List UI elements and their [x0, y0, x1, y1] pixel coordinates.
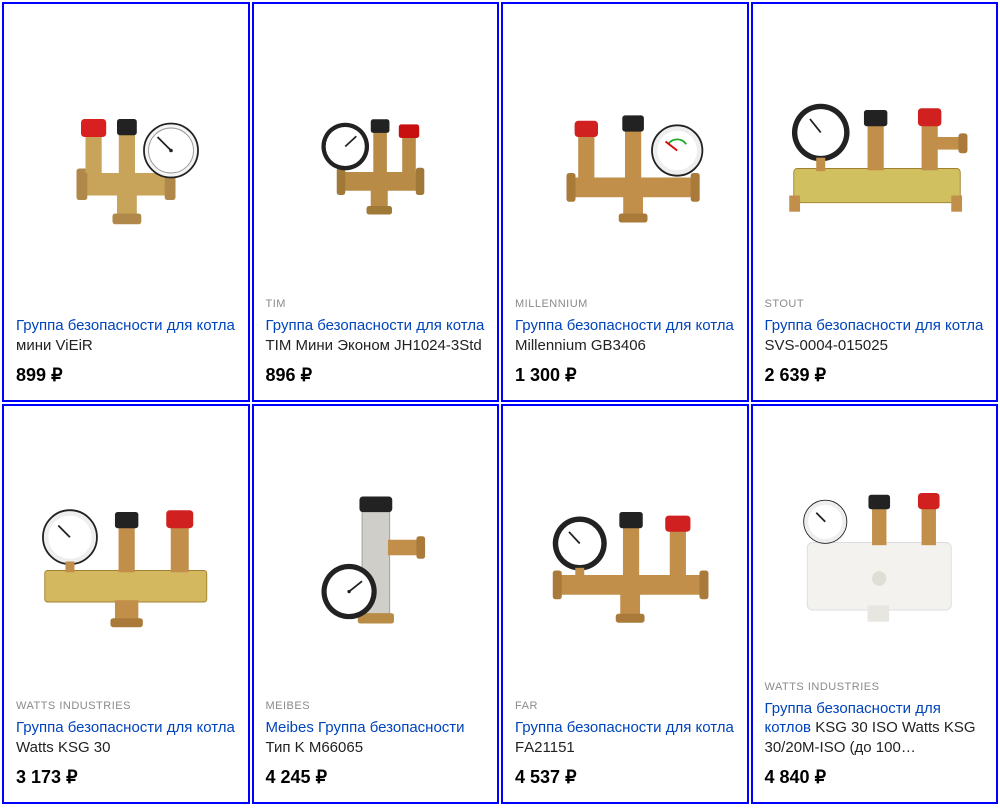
product-brand: TIM: [266, 298, 486, 310]
safety-group-icon: [525, 65, 725, 245]
product-title-rest: TIM Мини Эконом JH1024-3Std: [266, 337, 482, 354]
safety-group-icon: [16, 467, 236, 647]
product-card[interactable]: WATTS INDUSTRIES Группа безопасности для…: [751, 404, 999, 804]
product-price: 4 840 ₽: [765, 767, 985, 788]
product-title[interactable]: Группа безопасности для котла FА21151: [515, 718, 735, 757]
product-grid: Группа безопасности для котла мини ViEiR…: [2, 2, 998, 804]
product-brand: MEIBES: [266, 700, 486, 712]
safety-group-icon: [280, 462, 470, 652]
product-price: 4 245 ₽: [266, 767, 486, 788]
product-price: 4 537 ₽: [515, 767, 735, 788]
product-price: 896 ₽: [266, 365, 486, 386]
safety-group-icon: [765, 65, 985, 245]
product-image: [765, 12, 985, 298]
product-brand: [16, 298, 236, 310]
product-title-rest: Watts KSG 30: [16, 739, 110, 756]
product-price: 2 639 ₽: [765, 365, 985, 386]
product-brand: FAR: [515, 700, 735, 712]
product-title[interactable]: Группа безопасности для котла Millennium…: [515, 316, 735, 355]
product-image: [266, 12, 486, 298]
product-price: 1 300 ₽: [515, 365, 735, 386]
safety-group-icon: [26, 65, 226, 245]
product-price: 899 ₽: [16, 365, 236, 386]
product-card[interactable]: FAR Группа безопасности для котла FА2115…: [501, 404, 749, 804]
product-title[interactable]: Группа безопасности для котлов KSG 30 IS…: [765, 699, 985, 758]
product-card[interactable]: STOUT Группа безопасности для котла SVS-…: [751, 2, 999, 402]
safety-group-icon: [280, 70, 470, 240]
product-title-link[interactable]: Группа безопасности для котла: [16, 719, 235, 736]
product-title[interactable]: Группа безопасности для котла TIM Мини Э…: [266, 316, 486, 355]
safety-group-icon: [765, 457, 985, 637]
product-brand: WATTS INDUSTRIES: [16, 700, 236, 712]
product-brand: MILLENNIUM: [515, 298, 735, 310]
product-title-rest: SVS-0004-015025: [765, 337, 888, 354]
product-card[interactable]: WATTS INDUSTRIES Группа безопасности для…: [2, 404, 250, 804]
product-title-link[interactable]: Группа безопасности для котла: [266, 317, 485, 334]
product-title-link[interactable]: Meibes Группа безопасности: [266, 719, 465, 736]
product-brand: STOUT: [765, 298, 985, 310]
product-image: [16, 414, 236, 700]
product-brand: WATTS INDUSTRIES: [765, 681, 985, 693]
product-title-link[interactable]: Группа безопасности для котла: [515, 719, 734, 736]
product-image: [515, 414, 735, 700]
product-price: 3 173 ₽: [16, 767, 236, 788]
product-title-link[interactable]: Группа безопасности для котла: [515, 317, 734, 334]
product-title[interactable]: Группа безопасности для котла мини ViEiR: [16, 316, 236, 355]
product-card[interactable]: MILLENNIUM Группа безопасности для котла…: [501, 2, 749, 402]
product-title-rest: мини ViEiR: [16, 337, 93, 354]
product-title-link[interactable]: Группа безопасности для котла: [765, 317, 984, 334]
product-image: [515, 12, 735, 298]
product-image: [16, 12, 236, 298]
product-title-rest: Тип K M66065: [266, 739, 364, 756]
product-card[interactable]: Группа безопасности для котла мини ViEiR…: [2, 2, 250, 402]
product-title[interactable]: Группа безопасности для котла SVS-0004-0…: [765, 316, 985, 355]
product-title-rest: FА21151: [515, 739, 575, 756]
product-title-rest: Millennium GB3406: [515, 337, 646, 354]
product-title[interactable]: Группа безопасности для котла Watts KSG …: [16, 718, 236, 757]
product-title-link[interactable]: Группа безопасности для котла: [16, 317, 235, 334]
safety-group-icon: [515, 467, 735, 647]
product-image: [266, 414, 486, 700]
product-card[interactable]: TIM Группа безопасности для котла TIM Ми…: [252, 2, 500, 402]
product-image: [765, 414, 985, 681]
product-card[interactable]: MEIBES Meibes Группа безопасности Тип K …: [252, 404, 500, 804]
product-title[interactable]: Meibes Группа безопасности Тип K M66065: [266, 718, 486, 757]
